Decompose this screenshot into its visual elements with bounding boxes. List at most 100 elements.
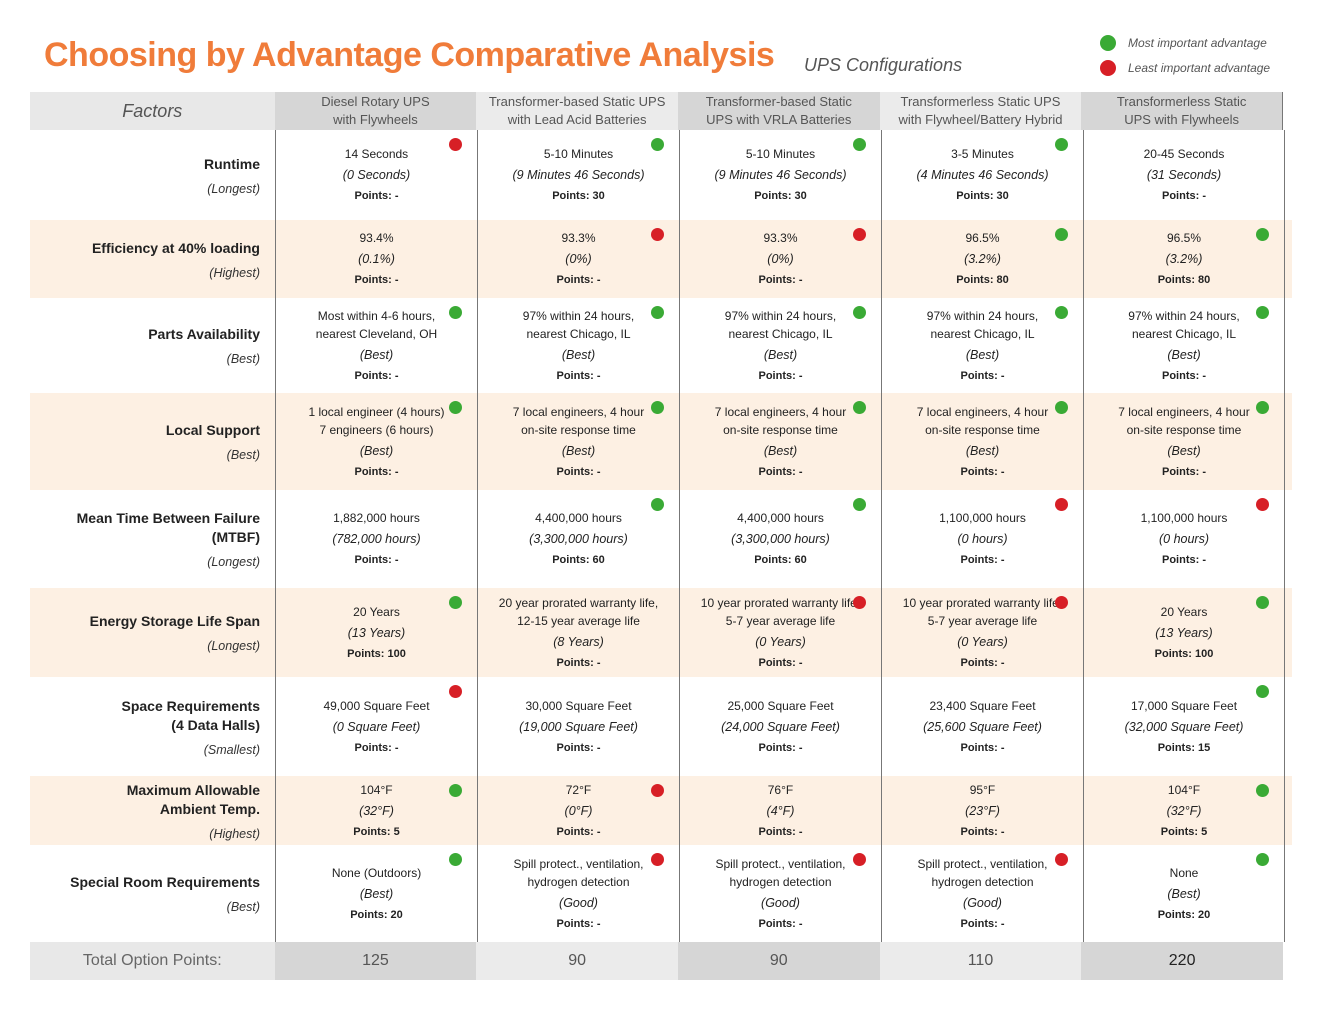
column-header: Diesel Rotary UPS with Flywheels bbox=[274, 92, 477, 130]
factor-cell: Space Requirements (4 Data Halls) (Smalles… bbox=[30, 677, 275, 776]
cell-advantage: (4 Minutes 46 Seconds) bbox=[916, 168, 1049, 182]
cell-value: on-site response time bbox=[521, 422, 636, 437]
option-cell: 17,000 Square Feet (32,000 Square Feet) Po… bbox=[1083, 677, 1285, 776]
cell-points: Points: - bbox=[1162, 554, 1206, 566]
green-dot-icon bbox=[651, 138, 664, 151]
column-header-label: Transformerless Static UPS with Flywheels bbox=[1117, 93, 1247, 129]
cell-value: 23,400 Square Feet bbox=[929, 698, 1036, 713]
column-header-line: Transformer-based Static UPS bbox=[488, 94, 666, 109]
option-cell: Spill protect., ventilation, hydrogen det… bbox=[477, 845, 679, 942]
column-header-line: with Flywheel/Battery Hybrid bbox=[898, 112, 1063, 127]
green-dot-icon bbox=[853, 138, 866, 151]
green-dot-icon bbox=[651, 498, 664, 511]
cell-value: 93.4% bbox=[359, 231, 394, 245]
green-dot-icon bbox=[1256, 596, 1269, 609]
option-cell: 23,400 Square Feet (25,600 Square Feet) Po… bbox=[881, 677, 1083, 776]
cell-advantage: (0 Years) bbox=[957, 634, 1008, 649]
red-dot-icon bbox=[1100, 60, 1116, 76]
column-header-label: Transformer-based Static UPS with VRLA Ba… bbox=[706, 93, 852, 129]
option-cell: 1,882,000 hours (782,000 hours) Points: - bbox=[275, 490, 477, 588]
factor-cell: Mean Time Between Failure (MTBF) (Longest) bbox=[30, 490, 275, 588]
table-row: Maximum Allowable Ambient Temp. (Highest) 1… bbox=[30, 776, 1292, 845]
cell-advantage: (Best) bbox=[359, 443, 394, 458]
red-dot-icon bbox=[853, 228, 866, 241]
option-cell: 5-10 Minutes (9 Minutes 46 Seconds) Points… bbox=[679, 130, 881, 220]
factor-criterion: (Highest) bbox=[209, 826, 260, 841]
cell-advantage: (Good) bbox=[963, 895, 1002, 910]
option-cell: 96.5% (3.2%) Points: 80 bbox=[1083, 220, 1285, 298]
cell-advantage: (24,000 Square Feet) bbox=[721, 719, 840, 734]
cell-value: 5-7 year average life bbox=[725, 613, 836, 628]
table-row: Energy Storage Life Span (Longest) 20 Year… bbox=[30, 588, 1292, 677]
cell-advantage: (9 Minutes 46 Seconds) bbox=[512, 168, 645, 182]
cell-value: nearest Chicago, IL bbox=[1131, 326, 1237, 341]
cell-advantage: (0%) bbox=[767, 252, 794, 266]
option-cell: 72°F (0°F) Points: - bbox=[477, 776, 679, 845]
green-dot-icon bbox=[1256, 853, 1269, 866]
cell-value: 7 local engineers, 4 hour bbox=[714, 404, 847, 419]
cell-value: 96.5% bbox=[1166, 231, 1202, 245]
cell-points: Points: 15 bbox=[1157, 741, 1211, 754]
cell-points: Points: - bbox=[960, 656, 1005, 669]
column-header-line: Transformerless Static UPS bbox=[900, 94, 1061, 109]
option-cell: 96.5% (3.2%) Points: 80 bbox=[881, 220, 1083, 298]
cell-advantage: (Best) bbox=[1167, 347, 1201, 362]
cell-value: nearest Chicago, IL bbox=[930, 326, 1035, 341]
total-points: 220 bbox=[1081, 942, 1283, 980]
column-header-line: Transformer-based Static bbox=[705, 94, 852, 109]
column-header-label: Transformer-based Static UPS with Lead Ac… bbox=[489, 93, 666, 129]
cell-advantage: (13 Years) bbox=[347, 625, 406, 640]
option-cell: 3-5 Minutes (4 Minutes 46 Seconds) Points:… bbox=[881, 130, 1083, 220]
cell-value: on-site response time bbox=[925, 422, 1040, 437]
cell-value: 97% within 24 hours, bbox=[1128, 308, 1240, 323]
legend-label: Least important advantage bbox=[1128, 61, 1271, 75]
column-header: Transformer-based Static UPS with VRLA Ba… bbox=[677, 92, 880, 130]
cell-value: 95°F bbox=[969, 782, 996, 797]
green-dot-icon bbox=[1055, 306, 1068, 319]
cell-advantage: (8 Years) bbox=[553, 634, 604, 649]
cell-points: Points: 5 bbox=[1160, 825, 1208, 838]
option-cell: 4,400,000 hours (3,300,000 hours) Points: … bbox=[679, 490, 881, 588]
cell-points: Points: - bbox=[556, 656, 601, 669]
cell-value: 20-45 Seconds bbox=[1143, 147, 1225, 161]
factor-name: Maximum Allowable bbox=[126, 781, 260, 798]
cell-value: None bbox=[1169, 865, 1199, 880]
cell-value: 76°F bbox=[767, 782, 794, 797]
column-header-label: Transformerless Static UPS with Flywheel/… bbox=[898, 93, 1062, 129]
factor-name: Special Room Requirements bbox=[70, 874, 260, 890]
total-points: 125 bbox=[274, 942, 477, 980]
cell-points: Points: - bbox=[960, 465, 1005, 478]
cell-advantage: (0 hours) bbox=[1158, 532, 1210, 546]
red-dot-icon bbox=[853, 853, 866, 866]
cell-value: 7 engineers (6 hours) bbox=[319, 422, 434, 437]
factor-name: Efficiency at 40% loading bbox=[91, 239, 260, 256]
cell-points: Points: - bbox=[960, 369, 1005, 382]
red-dot-icon bbox=[853, 596, 866, 609]
green-dot-icon bbox=[853, 306, 866, 319]
cell-points: Points: 100 bbox=[347, 647, 406, 660]
legend-most-important: Most important advantage bbox=[1100, 35, 1267, 51]
option-cell: 5-10 Minutes (9 Minutes 46 Seconds) Points… bbox=[477, 130, 679, 220]
legend-least-important: Least important advantage bbox=[1100, 60, 1270, 76]
green-dot-icon bbox=[651, 401, 664, 414]
factor-criterion: (Longest) bbox=[207, 555, 260, 569]
cell-points: Points: 30 bbox=[956, 190, 1009, 202]
cell-value: None (Outdoors) bbox=[331, 865, 422, 880]
table-row: Local Support (Best) 1 local engineer (4 h… bbox=[30, 393, 1292, 490]
green-dot-icon bbox=[1256, 401, 1269, 414]
cell-points: Points: 20 bbox=[1157, 908, 1211, 921]
cell-points: Points: - bbox=[354, 741, 399, 754]
cell-advantage: (Best) bbox=[965, 443, 1000, 458]
factor-cell: Local Support (Best) bbox=[30, 393, 275, 490]
factor-name: Mean Time Between Failure bbox=[76, 510, 260, 526]
cell-points: Points: 60 bbox=[552, 554, 605, 566]
cell-advantage: (Best) bbox=[359, 347, 394, 362]
cell-points: Points: - bbox=[556, 369, 601, 382]
green-dot-icon bbox=[1256, 784, 1269, 797]
red-dot-icon bbox=[651, 228, 664, 241]
cell-value: Spill protect., ventilation, bbox=[513, 856, 644, 871]
table-row: Efficiency at 40% loading (Highest) 93.4% (… bbox=[30, 220, 1292, 298]
cell-value: hydrogen detection bbox=[527, 874, 630, 889]
option-cell: Most within 4-6 hours, nearest Cleveland,… bbox=[275, 298, 477, 393]
cell-advantage: (13 Years) bbox=[1155, 625, 1213, 640]
